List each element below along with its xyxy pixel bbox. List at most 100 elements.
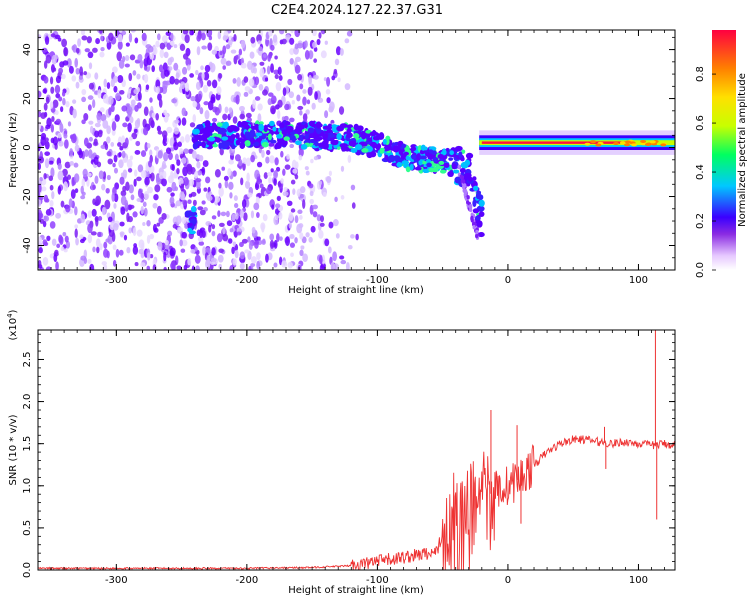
noise-blob [173, 62, 179, 71]
band-blob [360, 142, 368, 147]
noise-blob [119, 90, 125, 95]
band-blob [346, 128, 352, 133]
band-blob [372, 136, 381, 141]
noise-blob [102, 93, 109, 104]
noise-blob [88, 136, 93, 142]
noise-blob [181, 216, 187, 224]
noise-blob [274, 214, 279, 220]
band-blob [348, 140, 357, 147]
noise-blob [199, 209, 206, 216]
noise-blob [106, 250, 110, 259]
noise-blob [291, 159, 297, 170]
band-blob [467, 176, 473, 182]
noise-blob [129, 136, 133, 141]
noise-blob [51, 191, 55, 200]
noise-blob [143, 106, 149, 117]
noise-blob [211, 49, 218, 55]
noise-blob [162, 170, 167, 179]
tail-blob [462, 179, 466, 184]
noise-blob [247, 250, 252, 261]
noise-blob [262, 89, 268, 96]
noise-blob [121, 135, 126, 145]
noise-blob [97, 130, 103, 138]
noise-blob [314, 91, 318, 100]
noise-blob [42, 257, 49, 266]
noise-blob [179, 239, 183, 247]
noise-blob [187, 257, 192, 266]
noise-blob [168, 66, 173, 71]
noise-blob [93, 156, 99, 166]
noise-blob [58, 234, 63, 244]
noise-blob [127, 167, 133, 173]
noise-blob [159, 42, 166, 50]
noise-blob [156, 222, 161, 227]
noise-blob [113, 167, 118, 174]
noise-blob [173, 141, 179, 151]
noise-blob [331, 75, 336, 81]
ytick-label: -40 [22, 237, 33, 253]
noise-blob [182, 30, 189, 35]
noise-blob [203, 101, 209, 106]
band-blob [465, 152, 474, 159]
ytick-label: 0.0 [22, 562, 33, 578]
noise-blob [285, 236, 291, 247]
noise-blob [162, 62, 168, 72]
noise-blob [142, 201, 147, 207]
noise-blob [38, 236, 43, 244]
colorbar-tick-label: 0.6 [695, 115, 706, 131]
band-blob [411, 146, 417, 152]
xtick-label: -200 [236, 275, 259, 286]
svg-text:(x104): (x104) [6, 309, 19, 340]
band-blob [419, 155, 427, 160]
noise-blob [308, 74, 312, 85]
noise-blob [151, 65, 155, 73]
noise-blob [103, 264, 108, 270]
noise-blob [288, 91, 295, 99]
noise-blob [43, 60, 48, 69]
band-blob [388, 154, 396, 163]
noise-blob [90, 231, 97, 236]
noise-blob [294, 237, 298, 244]
noise-blob [253, 202, 260, 211]
noise-blob [297, 105, 304, 110]
band-blob [472, 208, 480, 214]
noise-blob [163, 109, 168, 116]
band-blob [369, 131, 377, 137]
noise-blob [120, 232, 124, 238]
noise-blob [146, 220, 151, 227]
noise-blob [44, 158, 50, 169]
noise-blob [94, 122, 101, 128]
noise-blob [96, 246, 100, 254]
noise-blob [50, 167, 55, 178]
noise-blob [126, 246, 131, 254]
noise-blob [56, 243, 61, 249]
noise-blob [130, 194, 135, 201]
noise-blob [194, 246, 198, 252]
noise-blob [324, 40, 328, 45]
noise-blob [235, 94, 240, 105]
noise-blob [297, 74, 303, 81]
noise-blob [254, 96, 261, 101]
noise-blob [324, 238, 330, 247]
band-blob [472, 176, 477, 181]
noise-blob [312, 204, 318, 210]
noise-blob [48, 160, 54, 165]
noise-blob [63, 133, 68, 139]
colorbar-tick-label: 0.8 [695, 66, 706, 82]
noise-blob [74, 144, 80, 152]
colorbar-tick-label: 0.0 [695, 262, 706, 278]
noise-blob [77, 38, 82, 47]
noise-blob [171, 163, 175, 172]
noise-blob [179, 153, 185, 158]
noise-blob [122, 122, 128, 128]
noise-blob [299, 193, 304, 199]
noise-blob [135, 140, 141, 147]
noise-blob [43, 76, 49, 84]
noise-blob [69, 148, 74, 157]
noise-blob [169, 247, 176, 256]
noise-blob [267, 92, 274, 97]
noise-blob [175, 200, 182, 207]
noise-blob [183, 264, 188, 270]
ytick-label: 20 [22, 92, 33, 105]
noise-blob [60, 106, 64, 113]
